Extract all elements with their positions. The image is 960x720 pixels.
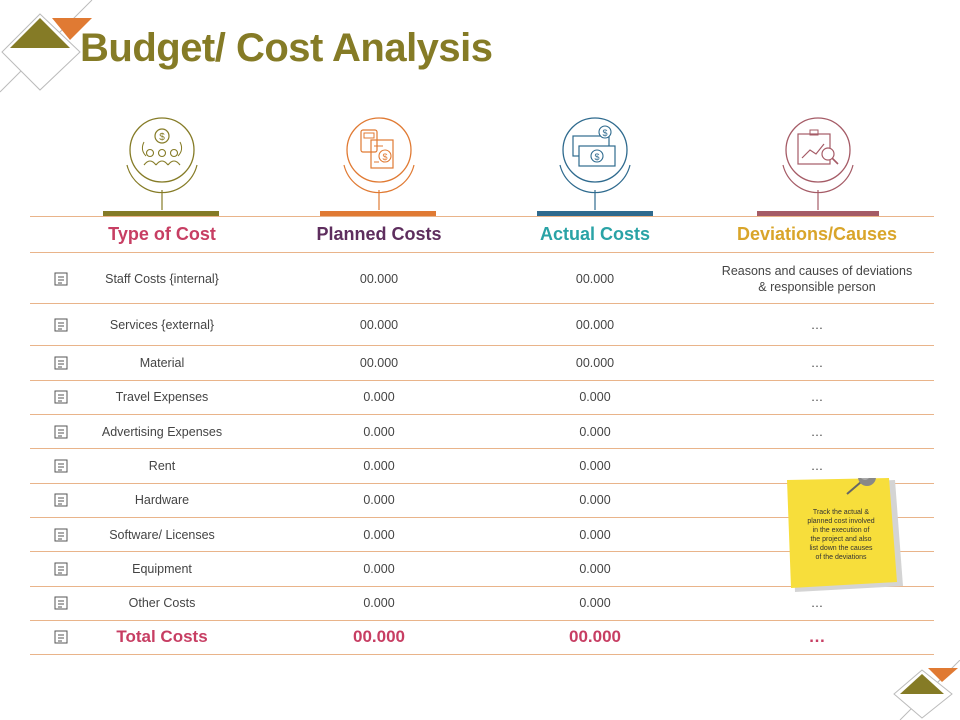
svg-text:$: $ bbox=[594, 152, 599, 162]
org-chart-icon bbox=[54, 272, 68, 286]
column-icons: $ $ $ bbox=[0, 110, 960, 220]
svg-text:$: $ bbox=[159, 132, 165, 143]
total-actual: 00.000 bbox=[569, 627, 621, 646]
planned-cost: 0.000 bbox=[363, 528, 395, 542]
building-icon bbox=[54, 390, 68, 404]
cost-type: Staff Costs {internal} bbox=[105, 272, 219, 286]
svg-text:Track the actual &planned cos: Track the actual & planned cost involved i… bbox=[807, 509, 874, 561]
total-planned: 00.000 bbox=[353, 627, 405, 646]
document-icon bbox=[54, 596, 68, 610]
note-line: Track the actual & bbox=[813, 509, 869, 516]
column-bar-actual bbox=[537, 211, 653, 217]
divider bbox=[30, 216, 934, 217]
cost-type: Software/ Licenses bbox=[109, 528, 215, 542]
planned-cost: 0.000 bbox=[363, 390, 395, 404]
planned-cost: 0.000 bbox=[363, 596, 395, 610]
actual-cost: 0.000 bbox=[579, 425, 611, 439]
deviation: Reasons and causes of deviations bbox=[721, 264, 913, 278]
deviation-line2: & responsible person bbox=[758, 280, 876, 294]
planned-cost: 00.000 bbox=[359, 356, 399, 370]
row-divider bbox=[30, 252, 934, 253]
planned-cost: 00.000 bbox=[359, 318, 399, 332]
row-divider bbox=[30, 620, 934, 621]
money-bill-icon: $ $ bbox=[535, 110, 655, 220]
cost-type: Services {external} bbox=[109, 318, 215, 332]
svg-text:$: $ bbox=[382, 152, 387, 162]
equipment-icon bbox=[54, 562, 68, 576]
deviation: … bbox=[810, 596, 824, 610]
house-icon bbox=[54, 459, 68, 473]
megaphone-icon bbox=[54, 425, 68, 439]
software-icon bbox=[54, 528, 68, 542]
row-divider bbox=[30, 517, 934, 518]
note-line: planned cost involved bbox=[807, 518, 874, 525]
row-divider bbox=[30, 414, 934, 415]
cost-type: Material bbox=[139, 356, 185, 370]
note-line: of the deviations bbox=[816, 554, 867, 561]
total-label: Total Costs bbox=[116, 627, 208, 646]
row-divider bbox=[30, 303, 934, 304]
row-divider bbox=[30, 483, 934, 484]
pushpin-icon bbox=[846, 478, 876, 495]
deviation: … bbox=[810, 318, 824, 332]
actual-cost: 0.000 bbox=[579, 596, 611, 610]
material-icon bbox=[54, 356, 68, 370]
analysis-clipboard-icon bbox=[758, 110, 878, 220]
note-line: list down the causes bbox=[809, 545, 873, 552]
row-divider bbox=[30, 380, 934, 381]
corner-decoration-top-left bbox=[0, 0, 93, 93]
total-deviation: … bbox=[808, 627, 826, 646]
row-divider bbox=[30, 654, 934, 655]
row-divider bbox=[30, 345, 934, 346]
cost-type: Other Costs bbox=[128, 596, 196, 610]
row-divider bbox=[30, 551, 934, 552]
cost-type: Hardware bbox=[134, 493, 190, 507]
column-bar-planned bbox=[320, 211, 436, 217]
money-bag-icon bbox=[54, 630, 68, 644]
column-bar-type bbox=[103, 211, 219, 217]
money-people-icon: $ bbox=[102, 110, 222, 220]
actual-cost: 00.000 bbox=[575, 318, 615, 332]
header-deviations: Deviations/Causes bbox=[736, 224, 898, 244]
planned-cost: 0.000 bbox=[363, 493, 395, 507]
header-planned: Planned Costs bbox=[316, 224, 442, 244]
note-line: in the execution of bbox=[813, 527, 870, 534]
actual-cost: 0.000 bbox=[579, 390, 611, 404]
planned-cost: 0.000 bbox=[363, 425, 395, 439]
actual-cost: 0.000 bbox=[579, 459, 611, 473]
actual-cost: 00.000 bbox=[575, 356, 615, 370]
cost-type: Equipment bbox=[132, 562, 192, 576]
header-type: Type of Cost bbox=[108, 224, 216, 244]
cost-type: Travel Expenses bbox=[115, 390, 209, 404]
actual-cost: 0.000 bbox=[579, 562, 611, 576]
planned-cost: 00.000 bbox=[359, 272, 399, 286]
note-line: the project and also bbox=[810, 536, 871, 543]
header-actual: Actual Costs bbox=[539, 224, 651, 244]
column-bar-deviations bbox=[757, 211, 879, 217]
actual-cost: 0.000 bbox=[579, 528, 611, 542]
corner-decoration-bottom-right bbox=[893, 660, 960, 720]
page-title: Budget/ Cost Analysis bbox=[80, 26, 493, 70]
calculator-invoice-icon: $ bbox=[319, 110, 439, 220]
actual-cost: 0.000 bbox=[579, 493, 611, 507]
planned-cost: 0.000 bbox=[363, 562, 395, 576]
svg-text:$: $ bbox=[602, 128, 607, 138]
planned-cost: 0.000 bbox=[363, 459, 395, 473]
team-meeting-icon bbox=[54, 318, 68, 332]
table-header: Type of Cost Planned Costs Actual Costs … bbox=[0, 224, 960, 250]
sticky-note: Track the actual & planned cost involved i… bbox=[787, 478, 903, 592]
deviation: … bbox=[810, 459, 824, 473]
row-divider bbox=[30, 448, 934, 449]
gears-icon bbox=[54, 493, 68, 507]
deviation: … bbox=[810, 356, 824, 370]
cost-type: Advertising Expenses bbox=[101, 425, 223, 439]
actual-cost: 00.000 bbox=[575, 272, 615, 286]
cost-type: Rent bbox=[148, 459, 176, 473]
deviation: … bbox=[810, 390, 824, 404]
deviation: … bbox=[810, 425, 824, 439]
row-divider bbox=[30, 586, 934, 587]
